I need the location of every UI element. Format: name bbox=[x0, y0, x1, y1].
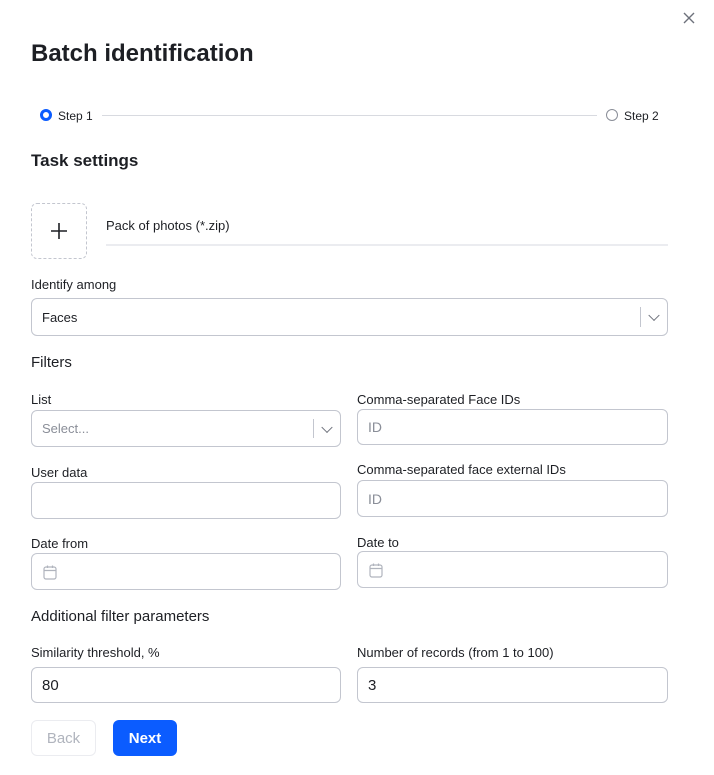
face-ids-input[interactable]: ID bbox=[357, 409, 668, 445]
date-to-input[interactable] bbox=[357, 551, 668, 588]
records-value: 3 bbox=[368, 676, 377, 694]
date-from-label: Date from bbox=[31, 536, 89, 551]
user-data-label: User data bbox=[31, 465, 88, 480]
back-button[interactable]: Back bbox=[31, 720, 96, 756]
next-button[interactable]: Next bbox=[113, 720, 177, 756]
step-1-radio-icon[interactable] bbox=[40, 109, 52, 121]
identify-among-select[interactable]: Faces bbox=[31, 298, 668, 336]
external-ids-input[interactable]: ID bbox=[357, 480, 668, 517]
list-placeholder: Select... bbox=[42, 421, 89, 436]
face-ids-label: Comma-separated Face IDs bbox=[357, 392, 521, 407]
list-label: List bbox=[31, 392, 52, 407]
face-ids-placeholder: ID bbox=[368, 419, 382, 435]
select-separator bbox=[640, 307, 641, 327]
filters-heading: Filters bbox=[31, 354, 72, 371]
plus-icon bbox=[51, 223, 67, 239]
similarity-input[interactable]: 80 bbox=[31, 667, 341, 703]
task-settings-heading: Task settings bbox=[31, 151, 139, 170]
similarity-value: 80 bbox=[42, 676, 59, 694]
step-connector bbox=[102, 115, 597, 116]
records-label: Number of records (from 1 to 100) bbox=[357, 645, 554, 660]
step-2-label: Step 2 bbox=[624, 109, 659, 123]
step-1-label: Step 1 bbox=[58, 109, 93, 123]
calendar-icon bbox=[43, 565, 57, 580]
identify-among-value: Faces bbox=[42, 309, 78, 325]
external-ids-label: Comma-separated face external IDs bbox=[357, 462, 566, 477]
additional-heading: Additional filter parameters bbox=[31, 608, 210, 625]
calendar-icon bbox=[369, 563, 383, 578]
upload-label: Pack of photos (*.zip) bbox=[106, 218, 230, 233]
date-from-input[interactable] bbox=[31, 553, 341, 590]
chevron-down-icon bbox=[321, 421, 333, 433]
upload-underline bbox=[106, 244, 668, 246]
similarity-label: Similarity threshold, % bbox=[31, 645, 160, 660]
dialog-title: Batch identification bbox=[31, 40, 254, 67]
external-ids-placeholder: ID bbox=[368, 490, 382, 507]
close-button[interactable] bbox=[682, 11, 696, 25]
date-to-label: Date to bbox=[357, 535, 399, 550]
list-select[interactable]: Select... bbox=[31, 410, 341, 447]
records-input[interactable]: 3 bbox=[357, 667, 668, 703]
step-2-radio-icon[interactable] bbox=[606, 109, 618, 121]
select-separator bbox=[313, 419, 314, 438]
chevron-down-icon bbox=[648, 309, 660, 322]
upload-button[interactable] bbox=[31, 203, 87, 259]
user-data-input[interactable] bbox=[31, 482, 341, 519]
close-icon bbox=[683, 12, 695, 24]
identify-among-label: Identify among bbox=[31, 277, 117, 292]
